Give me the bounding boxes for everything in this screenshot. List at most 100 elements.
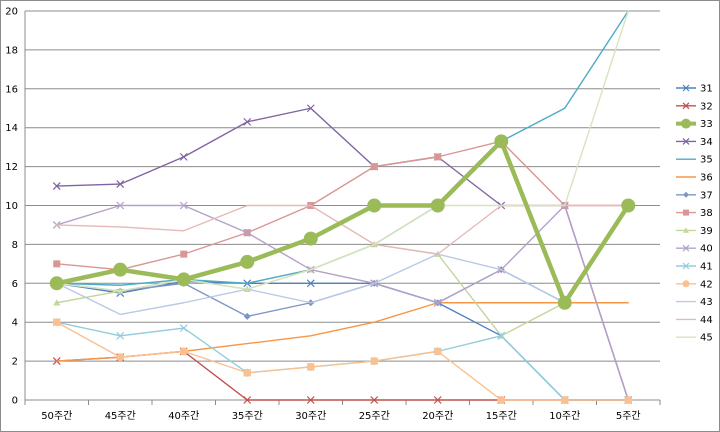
data-point-33 [113,262,128,277]
data-point-34 [52,182,61,190]
legend-marker [683,209,689,216]
legend-item-36: 36 [676,173,713,184]
data-point-40 [243,228,252,237]
data-point-42 [370,357,379,366]
series-line-38 [56,140,629,271]
data-point-42 [243,368,252,377]
series-line-33 [54,139,631,305]
x-tick-label: 20주간 [422,410,453,422]
series-line-40 [56,204,629,401]
legend-item-32: 32 [676,101,713,112]
legend-label: 45 [700,333,713,344]
legend-item-31: 31 [676,84,713,95]
data-point-38 [180,250,188,258]
data-point-41 [179,324,188,332]
legend-item-44: 44 [676,315,713,326]
data-point-41 [116,331,125,340]
gridlines [25,10,660,362]
data-point-34 [306,104,315,113]
series-line-31 [56,280,629,401]
legend-marker [682,137,690,145]
legend: 31 32 33 34 35 36 37 38 39 40 41 42 43 44 45 [676,84,713,344]
legend-label: 43 [700,297,713,308]
series-43 [56,204,629,316]
data-point-38 [53,260,61,268]
x-tick-label: 35주간 [232,410,263,422]
series-36 [56,302,629,362]
data-point-31 [306,279,315,288]
legend-marker [682,84,690,92]
data-point-33 [176,272,191,287]
legend-label: 36 [700,173,713,184]
axes: 0 2 4 6 8 10 12 14 16 18 20 50주간 45주간 40주간 35주간 30주간 25주… [5,7,661,422]
legend-marker [681,118,691,129]
legend-label: 38 [700,208,713,219]
legend-item-33: 33 [676,118,713,130]
legend-label: 37 [700,190,713,201]
x-tick-label: 10주간 [549,410,580,422]
legend-item-42: 42 [676,279,713,290]
data-point-33 [621,198,636,213]
x-tick-label: 30주간 [295,410,326,422]
legend-label: 42 [700,279,713,290]
data-point-33 [240,254,255,269]
data-point-38 [434,153,442,161]
legend-item-34: 34 [676,137,713,148]
data-point-42 [497,396,506,404]
legend-marker [682,102,690,110]
data-point-32 [370,396,379,404]
data-point-41 [497,331,506,340]
y-tick-label: 2 [12,357,18,368]
legend-label: 33 [700,119,713,130]
legend-item-37: 37 [676,190,713,201]
x-tick-label: 40주간 [168,410,199,422]
data-point-42 [433,347,442,356]
data-point-33 [303,231,318,246]
series-line-36 [56,302,629,362]
legend-label: 44 [700,315,713,326]
legend-item-41: 41 [676,262,713,273]
y-tick-label: 14 [5,123,18,134]
legend-label: 39 [700,226,713,237]
legend-marker [683,191,689,198]
legend-item-38: 38 [676,208,713,219]
y-tick-label: 4 [12,318,18,329]
legend-marker [682,244,690,252]
data-point-38 [370,163,378,171]
legend-label: 40 [700,244,713,255]
series-42 [52,318,633,404]
legend-label: 41 [700,262,713,273]
data-point-32 [306,396,315,404]
data-point-33 [430,198,445,213]
legend-item-40: 40 [676,244,713,255]
legend-item-39: 39 [676,226,713,237]
legend-label: 32 [700,101,713,112]
data-point-34 [243,117,252,126]
y-tick-label: 0 [12,396,18,407]
series-31 [52,277,633,404]
data-point-42 [624,396,633,404]
x-tick-label: 25주간 [359,410,390,422]
data-point-42 [52,318,61,327]
data-point-34 [116,180,125,189]
series-32 [52,347,633,404]
legend-item-43: 43 [676,297,713,308]
y-tick-label: 16 [5,84,18,95]
series-line-43 [56,204,629,316]
series-line-34 [56,107,629,401]
data-point-33 [49,276,64,291]
data-point-32 [243,396,252,404]
data-point-42 [179,347,188,356]
data-point-33 [367,198,382,213]
series-45 [56,10,629,292]
y-tick-label: 12 [5,162,18,173]
data-point-37 [243,312,251,320]
legend-marker [683,227,689,233]
legend-item-45: 45 [676,333,713,344]
legend-marker [682,280,690,288]
legend-label: 34 [700,137,713,148]
data-point-42 [116,353,125,362]
data-point-34 [179,152,188,161]
data-point-40 [179,201,188,210]
